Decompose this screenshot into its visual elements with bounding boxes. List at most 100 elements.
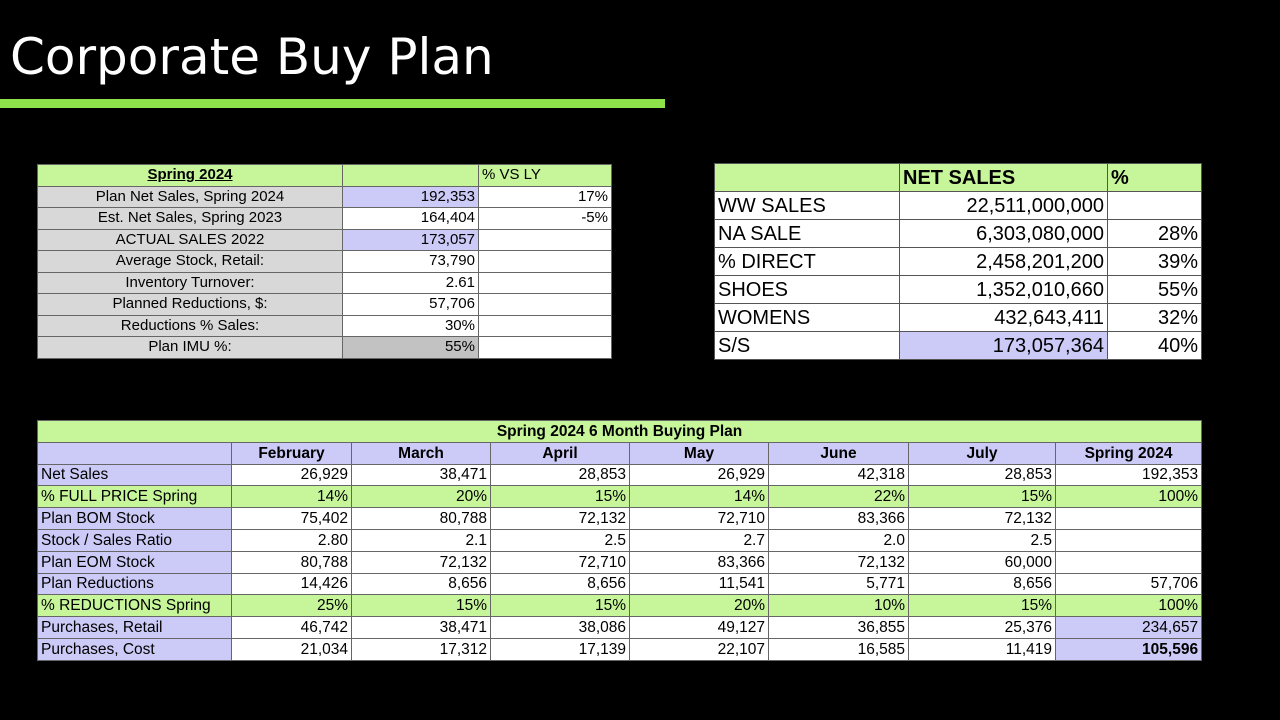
net-sales-pct: 32% — [1107, 303, 1202, 332]
plan-row: Stock / Sales Ratio 2.80 2.1 2.5 2.7 2.0… — [37, 528, 1203, 552]
plan-cell: 25% — [231, 594, 352, 618]
net-sales-value: 173,057,364 — [899, 331, 1108, 360]
row-label: Purchases, Retail — [37, 616, 232, 639]
plan-cell: 60,000 — [908, 550, 1056, 574]
plan-cell: 2.7 — [629, 528, 769, 552]
plan-cell: 17,139 — [490, 637, 630, 661]
plan-cell: 2.1 — [351, 528, 491, 552]
plan-cell: 192,353 — [1054, 463, 1203, 487]
summary-pct — [478, 271, 612, 294]
summary-pct: 17% — [478, 185, 612, 208]
plan-cell: 38,471 — [351, 616, 491, 639]
plan-cell: 10% — [768, 594, 909, 618]
net-sales-row: SHOES 1,352,010,660 55% — [714, 275, 1202, 304]
net-sales-label: NA SALE — [714, 219, 900, 248]
summary-value: 73,790 — [342, 250, 479, 273]
plan-cell: 22,107 — [629, 637, 769, 661]
plan-cell: 11,419 — [908, 637, 1056, 661]
net-sales-value: 2,458,201,200 — [899, 247, 1108, 276]
row-label: Purchases, Cost — [37, 637, 232, 661]
summary-row: Average Stock, Retail: 73,790 — [37, 250, 612, 273]
plan-cell: 72,132 — [490, 507, 630, 530]
column-header: April — [490, 441, 630, 465]
summary-header: Spring 2024 — [37, 164, 343, 187]
row-label: % REDUCTIONS Spring — [37, 594, 232, 618]
plan-cell: 83,366 — [768, 507, 909, 530]
summary-value: 30% — [342, 314, 479, 337]
plan-cell: 36,855 — [768, 616, 909, 639]
plan-cell: 26,929 — [231, 463, 352, 487]
plan-cell: 72,132 — [908, 507, 1056, 530]
plan-cell: 2.5 — [908, 528, 1056, 552]
column-header: May — [629, 441, 769, 465]
page-title: Corporate Buy Plan — [10, 28, 494, 86]
plan-cell: 20% — [351, 485, 491, 509]
plan-cell: 72,710 — [629, 507, 769, 530]
plan-row: % FULL PRICE Spring 14% 20% 15% 14% 22% … — [37, 485, 1203, 509]
plan-cell: 57,706 — [1054, 572, 1203, 596]
plan-row: Plan EOM Stock 80,788 72,132 72,710 83,3… — [37, 550, 1203, 574]
summary-label: ACTUAL SALES 2022 — [37, 228, 343, 251]
plan-cell: 80,788 — [351, 507, 491, 530]
net-sales-pct-header: % — [1107, 163, 1202, 192]
summary-label: Plan Net Sales, Spring 2024 — [37, 185, 343, 208]
corner-cell — [37, 441, 232, 465]
plan-cell: 15% — [490, 485, 630, 509]
plan-cell: 28,853 — [490, 463, 630, 487]
net-sales-pct: 40% — [1107, 331, 1202, 360]
row-label: Stock / Sales Ratio — [37, 528, 232, 552]
plan-cell: 72,132 — [351, 550, 491, 574]
summary-label: Plan IMU %: — [37, 336, 343, 359]
plan-cell — [1054, 528, 1203, 552]
row-label: Plan Reductions — [37, 572, 232, 596]
row-label: % FULL PRICE Spring — [37, 485, 232, 509]
net-sales-pct — [1107, 191, 1202, 220]
buying-plan-table: Spring 2024 6 Month Buying Plan February… — [36, 420, 1203, 661]
plan-cell: 11,541 — [629, 572, 769, 596]
summary-value: 192,353 — [342, 185, 479, 208]
plan-total-cell: 105,596 — [1054, 637, 1203, 661]
summary-row: Est. Net Sales, Spring 2023 164,404 -5% — [37, 207, 612, 230]
net-sales-header: NET SALES — [899, 163, 1108, 192]
plan-cell: 21,034 — [231, 637, 352, 661]
row-label: Net Sales — [37, 463, 232, 487]
plan-total-cell: 234,657 — [1054, 616, 1203, 639]
net-sales-label: % DIRECT — [714, 247, 900, 276]
plan-row: Purchases, Cost 21,034 17,312 17,139 22,… — [37, 637, 1203, 661]
summary-value: 173,057 — [342, 228, 479, 251]
plan-cell: 46,742 — [231, 616, 352, 639]
summary-label: Average Stock, Retail: — [37, 250, 343, 273]
summary-label: Est. Net Sales, Spring 2023 — [37, 207, 343, 230]
plan-cell: 38,086 — [490, 616, 630, 639]
plan-row: Net Sales 26,929 38,471 28,853 26,929 42… — [37, 463, 1203, 487]
row-label: Plan EOM Stock — [37, 550, 232, 574]
plan-cell: 72,710 — [490, 550, 630, 574]
net-sales-row: WW SALES 22,511,000,000 — [714, 191, 1202, 220]
net-sales-value: 22,511,000,000 — [899, 191, 1108, 220]
plan-cell: 75,402 — [231, 507, 352, 530]
plan-cell: 49,127 — [629, 616, 769, 639]
summary-label: Planned Reductions, $: — [37, 293, 343, 316]
plan-cell: 100% — [1054, 594, 1203, 618]
plan-cell: 15% — [908, 485, 1056, 509]
title-underline — [0, 99, 665, 108]
plan-cell: 8,656 — [490, 572, 630, 596]
plan-cell: 17,312 — [351, 637, 491, 661]
summary-row: Plan IMU %: 55% — [37, 336, 612, 359]
summary-label: Inventory Turnover: — [37, 271, 343, 294]
plan-cell: 14,426 — [231, 572, 352, 596]
plan-cell: 16,585 — [768, 637, 909, 661]
plan-cell: 42,318 — [768, 463, 909, 487]
plan-cell: 8,656 — [908, 572, 1056, 596]
plan-cell: 22% — [768, 485, 909, 509]
plan-cell — [1054, 550, 1203, 574]
net-sales-label: WOMENS — [714, 303, 900, 332]
row-label: Plan BOM Stock — [37, 507, 232, 530]
net-sales-pct: 28% — [1107, 219, 1202, 248]
plan-cell: 2.5 — [490, 528, 630, 552]
summary-row: Reductions % Sales: 30% — [37, 314, 612, 337]
summary-pct — [478, 336, 612, 359]
summary-pct: -5% — [478, 207, 612, 230]
plan-cell: 72,132 — [768, 550, 909, 574]
net-sales-row: NA SALE 6,303,080,000 28% — [714, 219, 1202, 248]
